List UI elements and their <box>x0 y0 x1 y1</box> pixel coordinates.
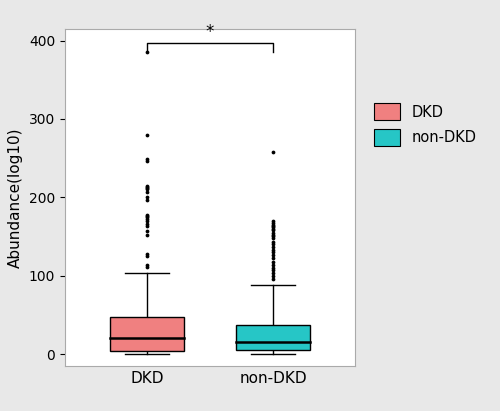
Point <box>143 194 151 201</box>
Point <box>143 182 151 189</box>
Point <box>143 49 151 55</box>
Point <box>143 158 151 164</box>
Point <box>143 196 151 203</box>
Point <box>269 272 277 279</box>
Point <box>269 255 277 262</box>
Bar <box>236 325 310 350</box>
Point <box>269 229 277 236</box>
Point <box>143 185 151 191</box>
Point <box>269 261 277 268</box>
Point <box>269 258 277 265</box>
Text: *: * <box>206 23 214 42</box>
Point <box>269 267 277 273</box>
Point <box>269 244 277 251</box>
Point <box>143 262 151 269</box>
Point <box>143 156 151 162</box>
Point <box>269 220 277 226</box>
Point <box>269 239 277 245</box>
Point <box>143 253 151 259</box>
Point <box>269 235 277 241</box>
Point <box>143 221 151 227</box>
Point <box>269 275 277 282</box>
Y-axis label: Abundance(log10): Abundance(log10) <box>8 127 24 268</box>
Point <box>269 217 277 224</box>
Point <box>143 211 151 218</box>
Point <box>269 233 277 240</box>
Point <box>143 216 151 222</box>
Bar <box>110 317 184 351</box>
Point <box>269 241 277 247</box>
Point <box>143 228 151 234</box>
Point <box>269 223 277 230</box>
Point <box>269 227 277 233</box>
Point <box>269 269 277 276</box>
Point <box>269 148 277 155</box>
Point <box>269 247 277 253</box>
Point <box>269 232 277 238</box>
Point <box>143 186 151 193</box>
Point <box>143 223 151 230</box>
Point <box>269 225 277 232</box>
Point <box>269 224 277 230</box>
Legend: DKD, non-DKD: DKD, non-DKD <box>374 104 477 146</box>
Point <box>143 250 151 257</box>
Point <box>143 189 151 195</box>
Point <box>143 264 151 270</box>
Point <box>143 184 151 190</box>
Point <box>143 214 151 220</box>
Point <box>143 213 151 219</box>
Point <box>143 132 151 139</box>
Point <box>269 252 277 259</box>
Point <box>143 217 151 224</box>
Point <box>269 222 277 228</box>
Point <box>269 265 277 271</box>
Point <box>269 249 277 255</box>
Point <box>143 232 151 238</box>
